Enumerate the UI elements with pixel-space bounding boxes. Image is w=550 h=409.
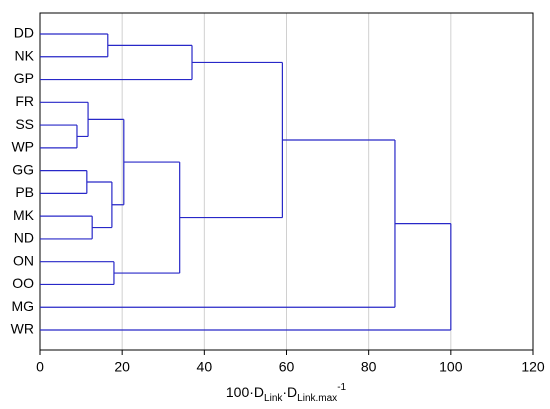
leaf-label: ND — [14, 230, 34, 246]
x-tick-label: 20 — [114, 359, 130, 375]
leaf-label: OO — [12, 275, 34, 291]
leaf-label: WP — [11, 139, 34, 155]
leaf-label: SS — [15, 116, 34, 132]
dendrogram-link — [40, 101, 89, 138]
x-label-part: -1 — [337, 382, 346, 393]
dendrogram-link — [40, 33, 109, 58]
dendrogram-link — [40, 124, 78, 149]
leaf-label: MK — [13, 207, 35, 223]
leaf-label: FR — [15, 93, 34, 109]
dendrogram-link — [113, 161, 181, 274]
dendrogram-link — [88, 118, 125, 206]
dendrogram-link — [40, 223, 452, 331]
dendrogram-link — [40, 139, 396, 308]
x-label-part: 100·D — [226, 384, 264, 400]
x-label-part: ·D — [282, 384, 297, 400]
dendrogram-link — [40, 170, 88, 194]
leaf-label: GP — [14, 70, 34, 86]
leaf-label: NK — [15, 47, 35, 63]
dendrogram-link — [40, 261, 115, 286]
x-tick-label: 80 — [361, 359, 377, 375]
dendrogram-link — [40, 215, 93, 240]
x-label-part: Link.max — [297, 393, 337, 404]
leaf-label: MG — [11, 298, 34, 314]
dendrogram-link — [40, 44, 193, 81]
x-tick-label: 40 — [197, 359, 213, 375]
leaf-label: WR — [11, 321, 34, 337]
plot-frame — [39, 12, 534, 351]
dendrogram-link — [86, 181, 113, 229]
x-tick-label: 0 — [36, 359, 44, 375]
leaf-label: ON — [13, 252, 34, 268]
leaf-label: DD — [14, 25, 34, 41]
leaf-label: GG — [12, 161, 34, 177]
x-label-part: Link — [264, 393, 283, 404]
x-tick-label: 60 — [279, 359, 295, 375]
x-axis-label: 100·DLink·DLink.max-1 — [226, 382, 347, 404]
leaf-label: PB — [15, 184, 34, 200]
x-tick-label: 100 — [439, 359, 463, 375]
x-tick-label: 120 — [521, 359, 545, 375]
dendrogram-link — [179, 61, 283, 219]
